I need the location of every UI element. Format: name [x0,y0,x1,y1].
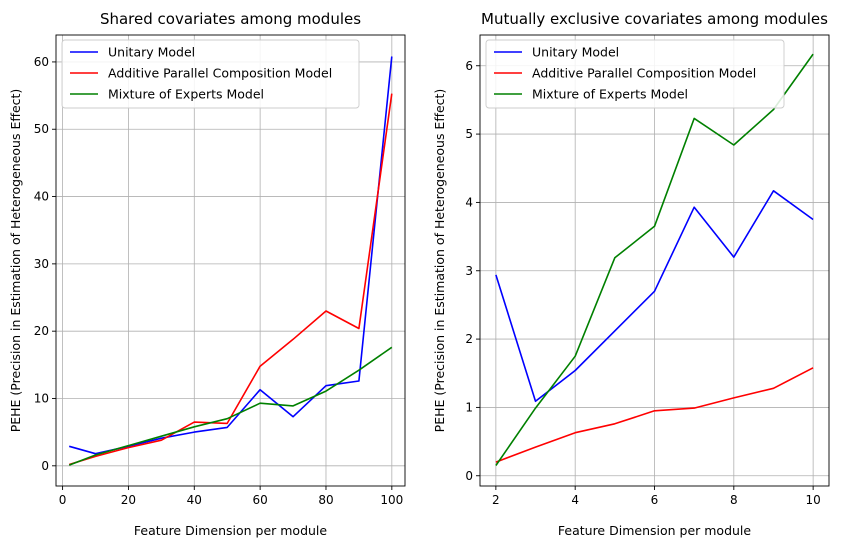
chart-title: Shared covariates among modules [100,10,361,28]
series-line-2 [68,93,393,466]
y-tick-label: 20 [34,324,49,338]
series-line-3 [495,53,814,466]
legend-label: Mixture of Experts Model [108,87,264,102]
axes-frame [55,34,406,487]
x-tick-label: 4 [571,493,579,507]
y-tick-label: 30 [34,257,49,271]
legend-label: Additive Parallel Composition Model [532,66,756,81]
y-tick-label: 1 [465,400,473,414]
y-tick-label: 60 [34,55,49,69]
legend-label: Additive Parallel Composition Model [108,66,332,81]
series-line-2 [495,367,814,463]
y-axis-label: PEHE (Precision in Estimation of Heterog… [8,89,23,433]
y-tick-label: 40 [34,190,49,204]
x-tick-label: 0 [59,493,67,507]
x-axis-label: Feature Dimension per module [134,523,328,538]
y-tick-label: 50 [34,122,49,136]
legend-label: Unitary Model [108,45,195,60]
x-tick-label: 100 [380,493,403,507]
x-tick-label: 8 [730,493,738,507]
series-line-1 [68,56,393,455]
y-axis-label: PEHE (Precision in Estimation of Heterog… [432,89,447,433]
x-tick-label: 10 [805,493,820,507]
x-tick-label: 80 [318,493,333,507]
y-tick-label: 10 [34,391,49,405]
y-tick-label: 3 [465,264,473,278]
legend-label: Unitary Model [532,45,619,60]
y-tick-label: 6 [465,59,473,73]
x-tick-label: 20 [121,493,136,507]
y-tick-label: 2 [465,332,473,346]
legend-label: Mixture of Experts Model [532,87,688,102]
chart-title: Mutually exclusive covariates among modu… [481,10,828,28]
y-tick-label: 5 [465,127,473,141]
legend: Unitary Model Additive Parallel Compositi… [485,39,785,109]
y-tick-label: 0 [41,459,49,473]
legend: Unitary Model Additive Parallel Compositi… [61,39,360,109]
x-tick-label: 40 [187,493,202,507]
series-line-3 [68,346,393,466]
x-tick-label: 60 [252,493,267,507]
chart-panel-2: 2 4 6 8 10 0 1 2 3 4 5 6 Mutually exclusive covariat… [432,10,830,538]
x-tick-label: 2 [492,493,500,507]
y-tick-label: 4 [465,195,473,209]
chart-panel-1: 0 20 40 60 80 100 0 10 20 30 40 50 60 Shared covariat… [8,10,406,538]
legend-box [485,39,785,109]
y-tick-label: 0 [465,469,473,483]
x-tick-label: 6 [651,493,659,507]
legend-box [61,39,360,109]
x-axis-label: Feature Dimension per module [558,523,752,538]
